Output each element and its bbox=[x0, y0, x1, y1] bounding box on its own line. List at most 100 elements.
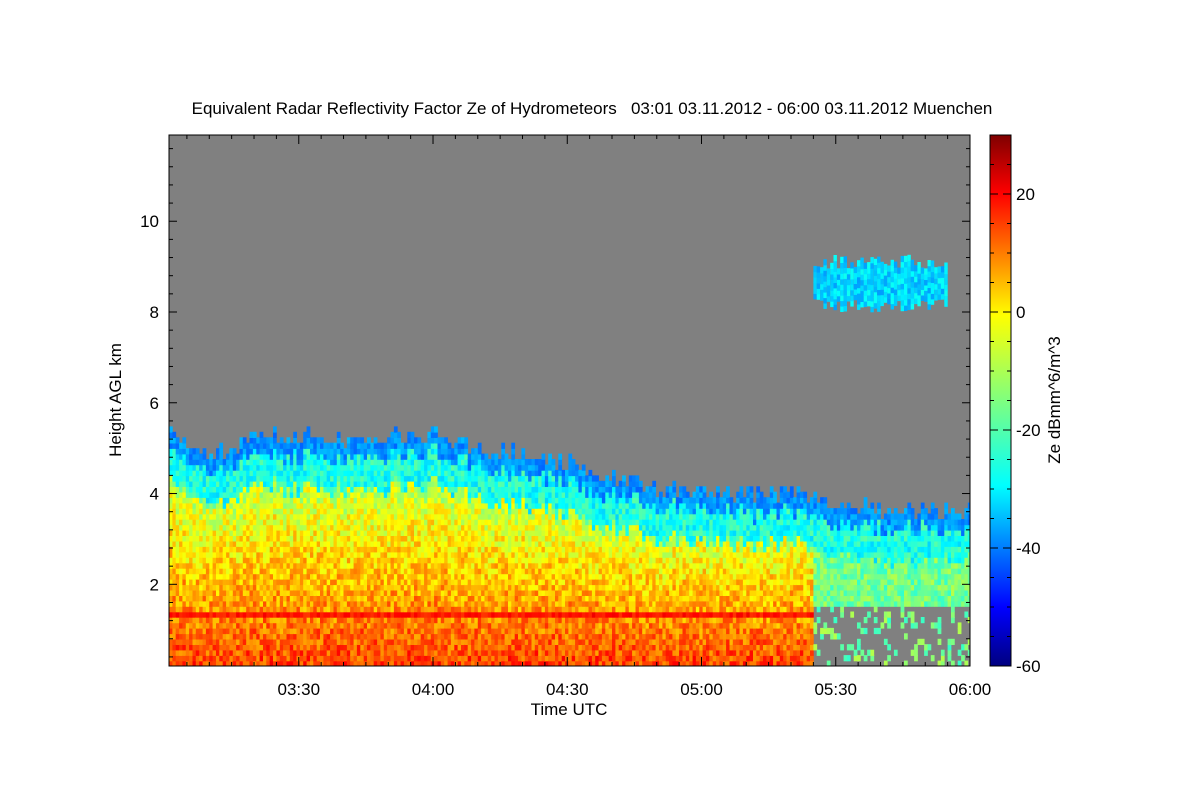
heatmap-cell bbox=[454, 589, 459, 596]
heatmap-cell bbox=[239, 595, 244, 602]
heatmap-cell bbox=[175, 524, 180, 531]
heatmap-cell bbox=[467, 584, 472, 591]
heatmap-cell bbox=[179, 562, 183, 569]
heatmap-cell bbox=[269, 491, 274, 498]
heatmap-cell bbox=[182, 524, 187, 531]
heatmap-cell bbox=[454, 644, 459, 651]
heatmap-cell bbox=[427, 600, 432, 607]
heatmap-cell bbox=[531, 627, 536, 635]
heatmap-cell bbox=[434, 442, 438, 449]
heatmap-cell bbox=[558, 617, 563, 624]
heatmap-cell bbox=[246, 606, 250, 613]
heatmap-cell bbox=[219, 459, 224, 466]
heatmap-cell bbox=[179, 453, 183, 460]
heatmap-cell bbox=[427, 453, 432, 460]
heatmap-cell bbox=[390, 617, 395, 624]
heatmap-cell bbox=[370, 551, 375, 558]
heatmap-cell bbox=[229, 453, 234, 460]
heatmap-cell bbox=[501, 589, 506, 596]
heatmap-cell bbox=[497, 595, 502, 602]
heatmap-cell bbox=[511, 649, 516, 656]
heatmap-cell bbox=[299, 562, 304, 569]
heatmap-cell bbox=[182, 633, 187, 640]
heatmap-cell bbox=[501, 508, 506, 515]
heatmap-cell bbox=[387, 655, 391, 662]
heatmap-cell bbox=[229, 508, 234, 515]
heatmap-cell bbox=[538, 491, 542, 498]
heatmap-cell bbox=[199, 519, 203, 526]
heatmap-cell bbox=[565, 589, 569, 596]
heatmap-cell bbox=[249, 627, 254, 635]
heatmap-cell bbox=[263, 535, 267, 542]
heatmap-cell bbox=[299, 486, 304, 493]
heatmap-cell bbox=[518, 475, 522, 482]
heatmap-cell bbox=[508, 464, 512, 471]
heatmap-cell bbox=[531, 568, 536, 575]
heatmap-cell bbox=[296, 633, 301, 640]
heatmap-cell bbox=[551, 589, 556, 596]
heatmap-cell bbox=[340, 617, 344, 624]
heatmap-cell bbox=[377, 606, 381, 613]
heatmap-cell bbox=[561, 578, 566, 586]
heatmap-cell bbox=[551, 459, 556, 466]
heatmap-cell bbox=[212, 660, 217, 666]
heatmap-cell bbox=[182, 578, 187, 586]
heatmap-cell bbox=[565, 508, 569, 515]
heatmap-cell bbox=[333, 491, 338, 498]
heatmap-cell bbox=[461, 519, 465, 526]
heatmap-cell bbox=[313, 448, 318, 455]
heatmap-cell bbox=[524, 519, 529, 526]
heatmap-cell bbox=[467, 551, 472, 558]
heatmap-cell bbox=[276, 633, 281, 640]
heatmap-cell bbox=[571, 617, 576, 624]
heatmap-cell bbox=[252, 535, 257, 542]
heatmap-cell bbox=[360, 638, 365, 645]
heatmap-cell bbox=[504, 529, 509, 536]
heatmap-cell bbox=[273, 633, 277, 640]
heatmap-cell bbox=[343, 546, 348, 553]
heatmap-cell bbox=[497, 578, 502, 586]
heatmap-cell bbox=[232, 508, 237, 515]
heatmap-cell bbox=[273, 508, 277, 515]
heatmap-cell bbox=[310, 557, 314, 564]
heatmap-cell bbox=[350, 502, 354, 509]
heatmap-cell bbox=[299, 540, 304, 547]
heatmap-cell bbox=[326, 617, 331, 624]
heatmap-cell bbox=[175, 627, 180, 635]
heatmap-cell bbox=[313, 644, 318, 651]
heatmap-cell bbox=[239, 546, 244, 553]
heatmap-cell bbox=[407, 540, 412, 547]
heatmap-cell bbox=[363, 649, 368, 656]
heatmap-cell bbox=[350, 617, 354, 624]
heatmap-cell bbox=[299, 584, 304, 591]
heatmap-cell bbox=[199, 649, 203, 656]
heatmap-cell bbox=[434, 475, 438, 482]
heatmap-cell bbox=[296, 557, 301, 564]
heatmap-cell bbox=[524, 600, 529, 607]
heatmap-cell bbox=[269, 622, 274, 629]
heatmap-cell bbox=[346, 660, 351, 666]
heatmap-cell bbox=[363, 638, 368, 645]
heatmap-cell bbox=[417, 469, 422, 477]
heatmap-cell bbox=[316, 480, 321, 487]
heatmap-cell bbox=[316, 508, 321, 515]
heatmap-cell bbox=[356, 568, 361, 575]
heatmap-cell bbox=[216, 600, 220, 607]
heatmap-cell bbox=[216, 469, 220, 477]
heatmap-cell bbox=[313, 497, 318, 504]
heatmap-cell bbox=[427, 431, 432, 438]
heatmap-cell bbox=[293, 589, 297, 596]
heatmap-cell bbox=[293, 502, 297, 509]
heatmap-cell bbox=[182, 622, 187, 629]
heatmap-cell bbox=[447, 540, 452, 547]
heatmap-cell bbox=[571, 655, 576, 662]
heatmap-cell bbox=[501, 442, 506, 449]
heatmap-cell bbox=[286, 562, 291, 569]
heatmap-cell bbox=[330, 568, 334, 575]
heatmap-cell bbox=[252, 568, 257, 575]
heatmap-cell bbox=[417, 540, 422, 547]
heatmap-cell bbox=[209, 469, 214, 477]
heatmap-cell bbox=[343, 589, 348, 596]
heatmap-cell bbox=[501, 568, 506, 575]
heatmap-cell bbox=[276, 464, 281, 471]
